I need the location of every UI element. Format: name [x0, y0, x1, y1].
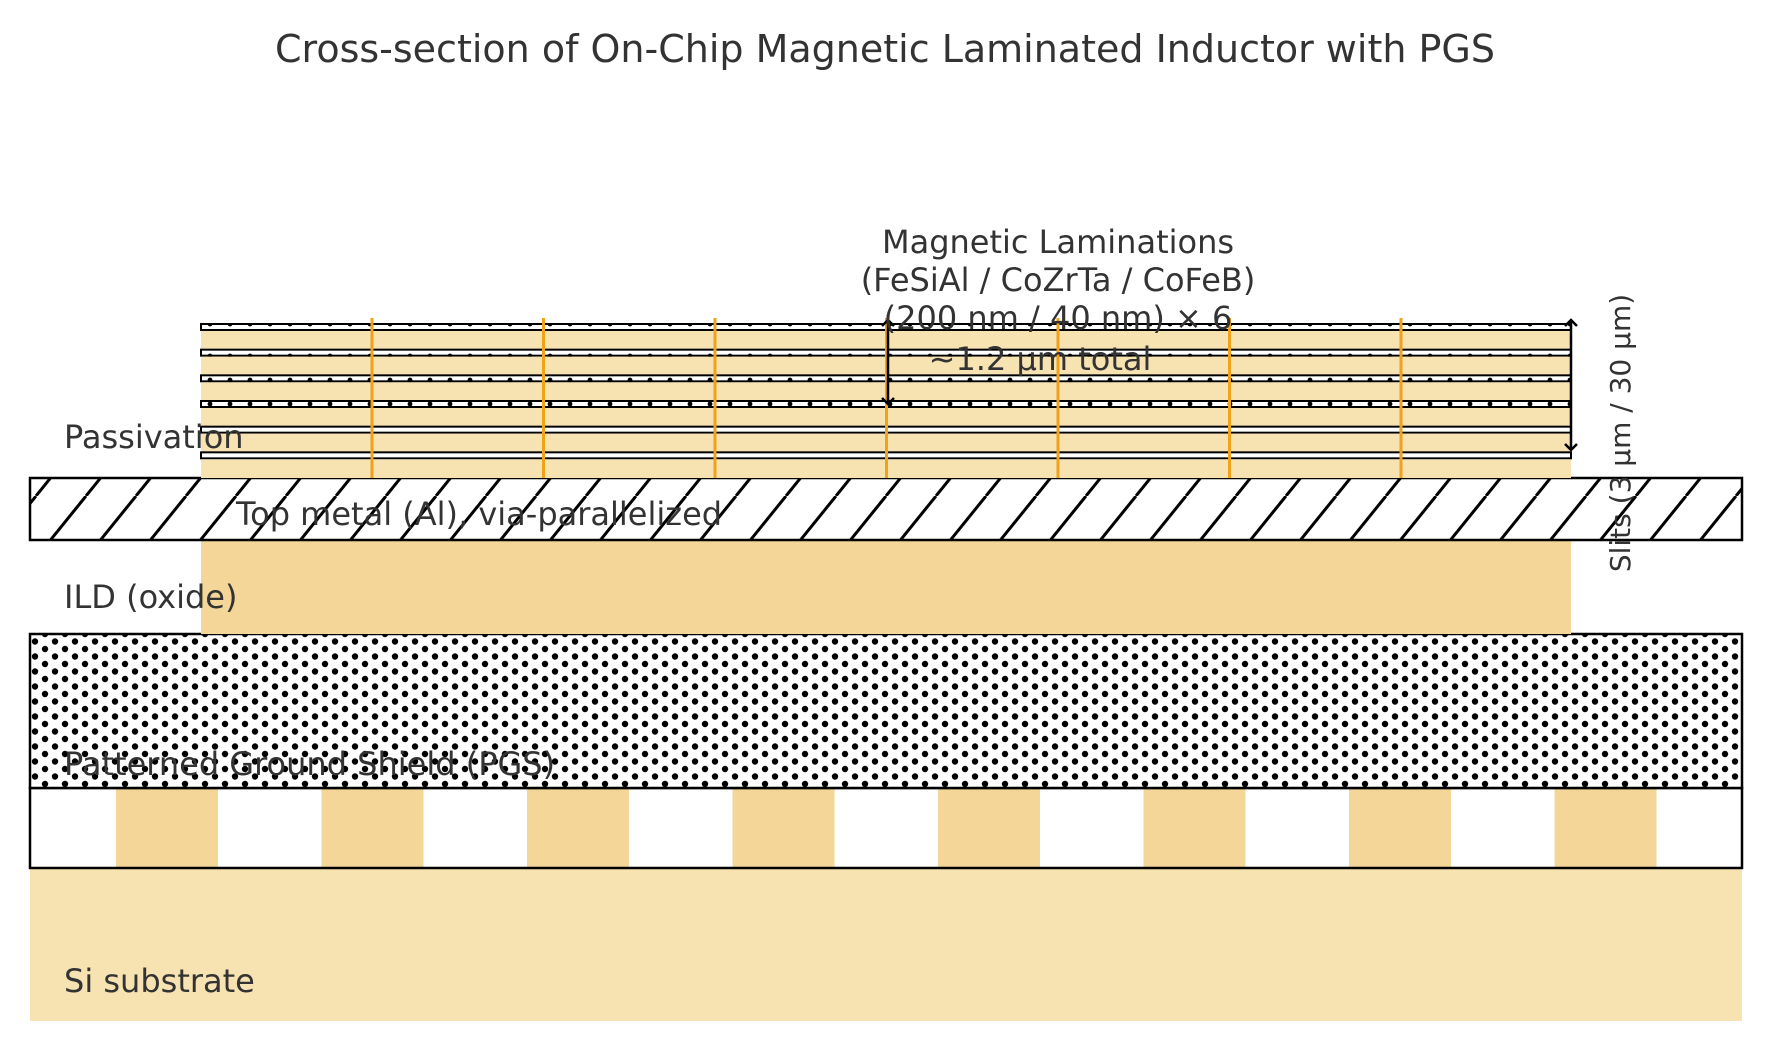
laminations-label-line3: (200 nm / 40 nm) × 6 [884, 299, 1233, 337]
top-metal-label: Top metal (Al), via-parallelized [235, 495, 722, 533]
pgs-finger [527, 788, 629, 868]
pgs-finger-strip [28, 786, 1744, 870]
pgs-label: Patterned Ground Shield (PGS) [64, 745, 555, 783]
thickness-label: ~1.2 µm total [929, 340, 1152, 378]
pgs-finger [116, 788, 218, 868]
pgs-finger [938, 788, 1040, 868]
pgs-finger [1554, 788, 1657, 868]
passivation-label: Passivation [64, 418, 244, 456]
substrate-label: Si substrate [64, 962, 255, 1000]
laminations-label-line1: Magnetic Laminations [882, 223, 1234, 261]
pgs-finger [1143, 788, 1246, 868]
pgs-finger [732, 788, 835, 868]
si-substrate-layer [30, 868, 1742, 1021]
slits-label: Slits (3 µm / 30 µm) [1604, 294, 1637, 572]
ild-label: ILD (oxide) [64, 578, 237, 616]
pgs-finger [321, 788, 424, 868]
pgs-finger [1349, 788, 1451, 868]
diagram-title: Cross-section of On-Chip Magnetic Lamina… [275, 27, 1495, 71]
laminations-label-line2: (FeSiAl / CoZrTa / CoFeB) [861, 261, 1256, 299]
ild-oxide-layer [201, 540, 1571, 634]
pgs-fingers [116, 788, 1657, 868]
